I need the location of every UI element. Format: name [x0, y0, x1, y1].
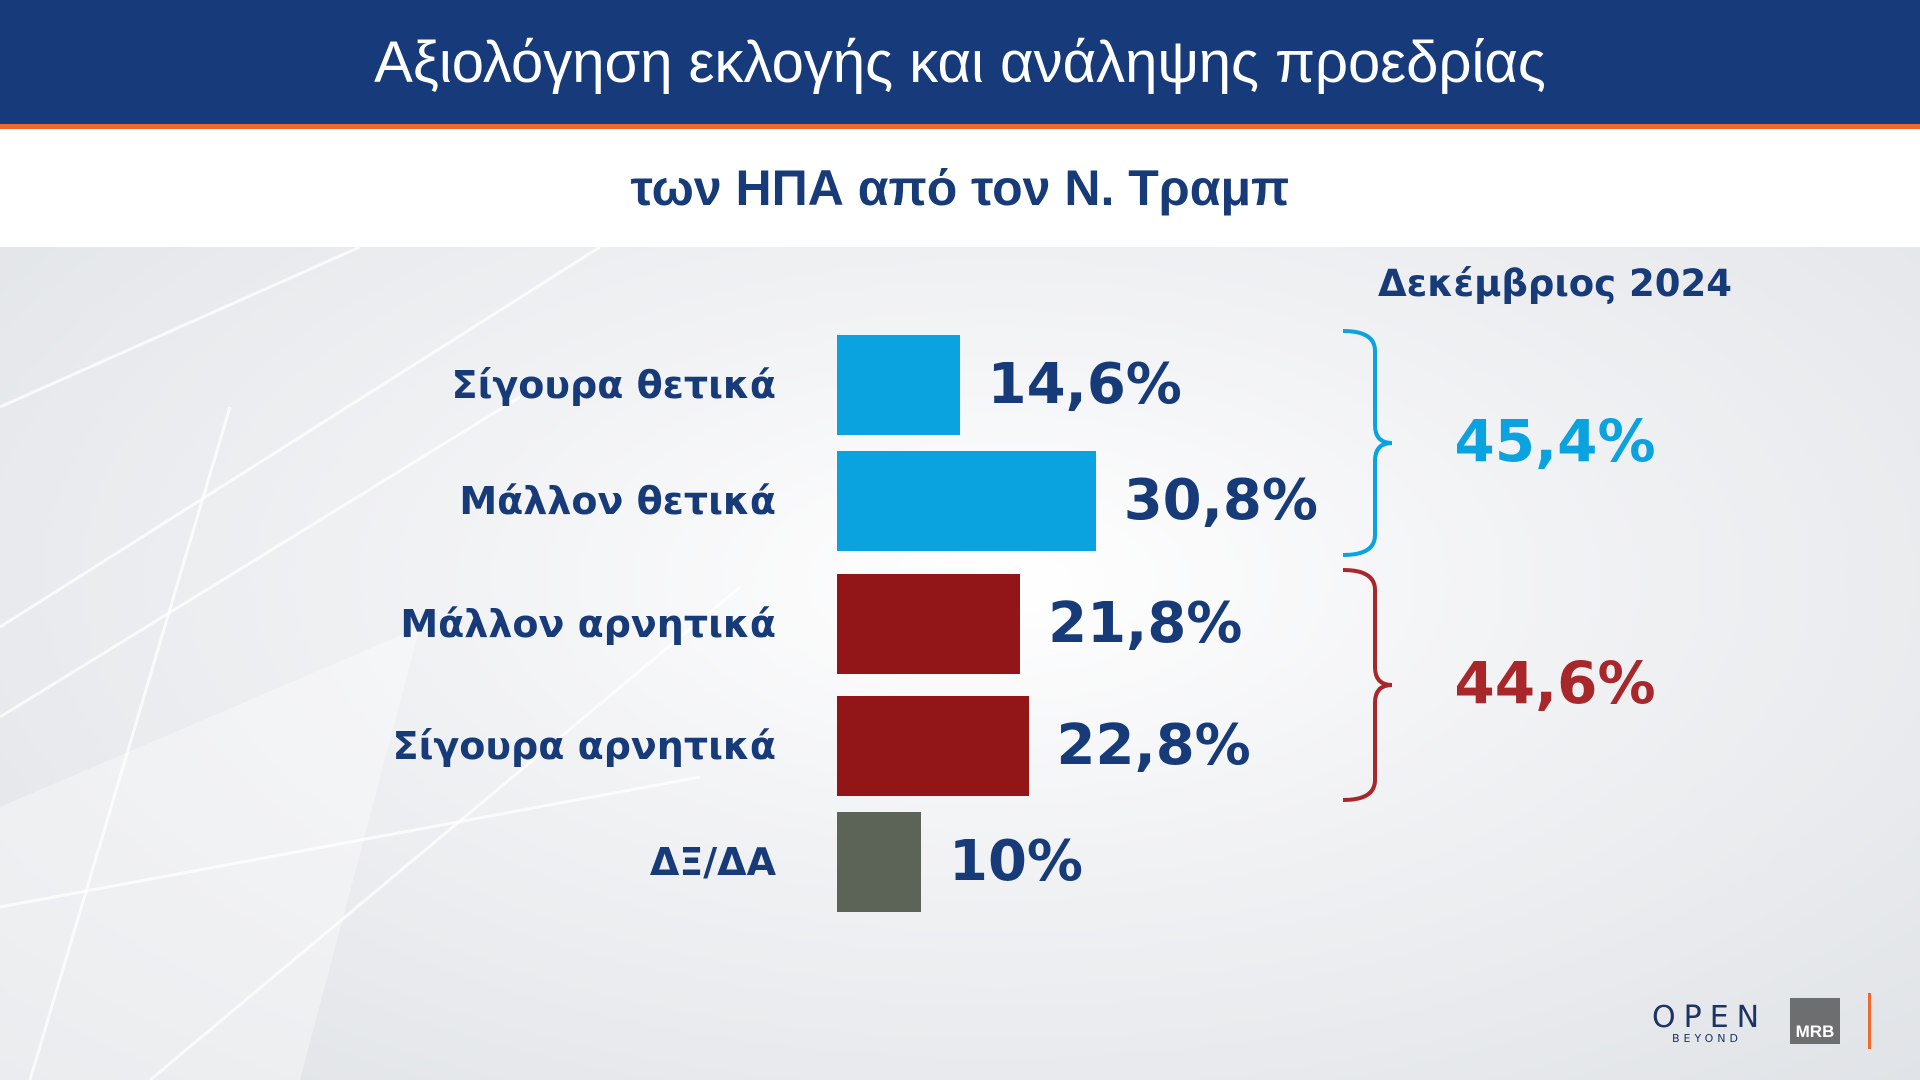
category-label: Μάλλον θετικά [459, 479, 776, 523]
logo-divider [1868, 993, 1871, 1049]
page-subtitle: των ΗΠΑ από τον Ν. Τραμπ [630, 160, 1290, 216]
mrb-logo: MRB [1790, 998, 1840, 1044]
value-label: 22,8% [1056, 713, 1251, 778]
bar [837, 696, 1029, 796]
category-label: ΔΞ/ΔΑ [649, 840, 776, 884]
bar [837, 574, 1021, 674]
value-label: 14,6% [987, 352, 1182, 417]
bar [837, 812, 921, 912]
period-label: Δεκέμβριος 2024 [1378, 262, 1732, 305]
header-bar [0, 0, 1920, 124]
value-label: 30,8% [1123, 468, 1318, 533]
bar [837, 335, 960, 435]
page-title: Αξιολόγηση εκλογής και ανάληψης προεδρία… [374, 29, 1546, 95]
value-label: 21,8% [1048, 591, 1243, 656]
group-total-label: 44,6% [1454, 649, 1656, 717]
category-label: Μάλλον αρνητικά [400, 602, 776, 646]
subtitle-bar [0, 129, 1920, 247]
open-logo-tagline: BEYOND [1672, 1032, 1742, 1045]
header-accent-line [0, 124, 1920, 129]
bar [837, 451, 1096, 551]
value-label: 10% [949, 829, 1084, 894]
open-logo: OPEN [1652, 1000, 1768, 1035]
background-decoration [0, 247, 741, 1080]
group-total-label: 45,4% [1454, 407, 1656, 475]
category-label: Σίγουρα θετικά [451, 363, 776, 407]
category-label: Σίγουρα αρνητικά [392, 724, 776, 768]
